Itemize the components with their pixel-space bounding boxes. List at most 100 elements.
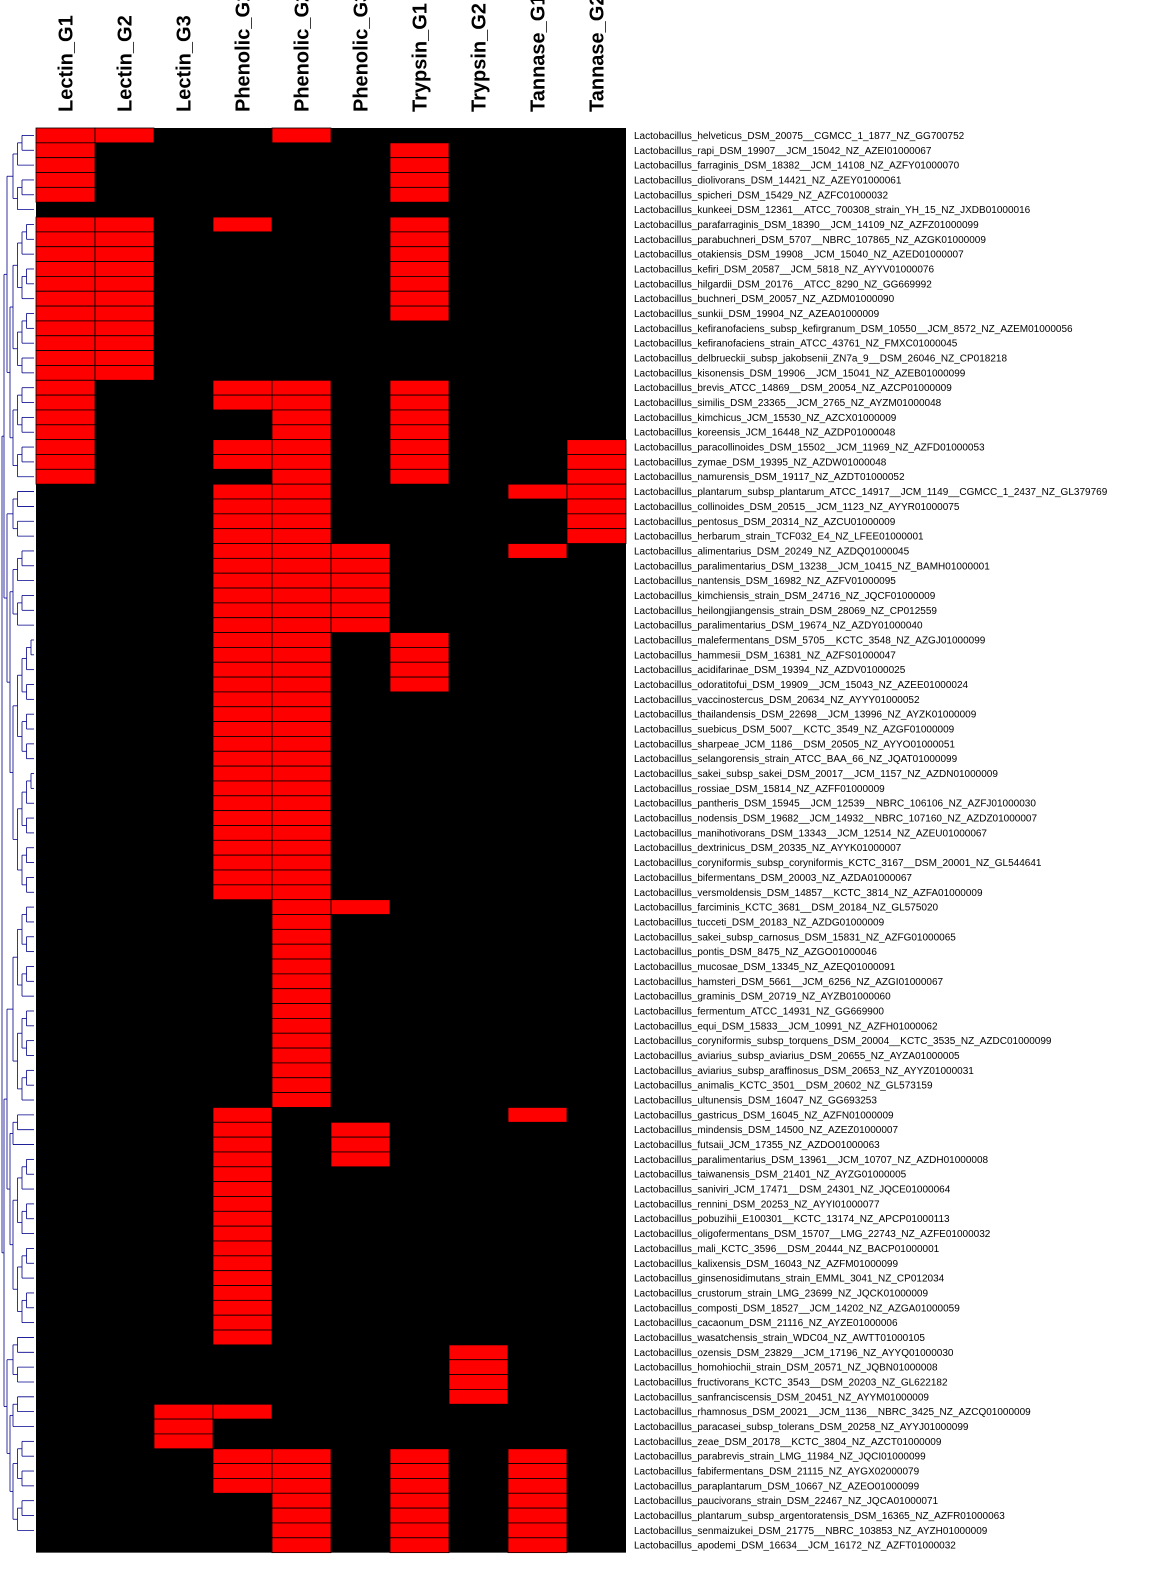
- heatmap-cell: [389, 246, 450, 262]
- row-label: Lactobacillus_kefiranofaciens_strain_ATC…: [634, 339, 958, 350]
- heatmap-cell: [389, 1448, 450, 1465]
- row-label: Lactobacillus_zymae_DSM_19395_NZ_AZDW010…: [634, 457, 887, 468]
- heatmap-cell: [271, 468, 332, 485]
- heatmap-cell: [94, 216, 155, 233]
- heatmap-cell: [271, 1018, 332, 1034]
- heatmap-cell: [389, 305, 450, 322]
- row-label: Lactobacillus_sakei_subsp_carnosus_DSM_1…: [634, 932, 956, 943]
- heatmap-cell: [35, 379, 96, 396]
- row-label: Lactobacillus_acidifarinae_DSM_19394_NZ_…: [634, 665, 906, 676]
- heatmap-cell: [271, 587, 332, 604]
- heatmap-matrix: [35, 127, 627, 1554]
- heatmap-cell: [212, 1299, 273, 1316]
- heatmap-cell: [35, 172, 96, 188]
- heatmap-cell: [271, 943, 332, 960]
- heatmap-cell: [35, 290, 96, 307]
- heatmap-cell: [212, 557, 273, 574]
- column-label: Trypsin_G1: [410, 3, 432, 112]
- heatmap-cell: [212, 706, 273, 723]
- heatmap-cell: [94, 290, 155, 307]
- heatmap-cell: [271, 839, 332, 856]
- heatmap-cell: [271, 572, 332, 589]
- column-label: Trypsin_G2: [469, 3, 491, 112]
- row-label: Lactobacillus_paralimentarius_DSM_13238_…: [634, 561, 990, 572]
- heatmap-cell: [271, 483, 332, 500]
- heatmap-cell: [271, 647, 332, 663]
- heatmap-cell: [330, 557, 391, 574]
- row-label: Lactobacillus_dextrinicus_DSM_20335_NZ_A…: [634, 843, 902, 854]
- heatmap-cell: [389, 1492, 450, 1509]
- heatmap-cell: [271, 439, 332, 455]
- heatmap-cell: [94, 246, 155, 262]
- row-label: Lactobacillus_taiwanensis_DSM_21401_NZ_A…: [634, 1170, 907, 1181]
- heatmap-cell: [271, 884, 332, 901]
- heatmap-cell: [35, 142, 96, 159]
- heatmap-cell: [212, 839, 273, 856]
- row-label: Lactobacillus_rennini_DSM_20253_NZ_AYYI0…: [634, 1199, 880, 1210]
- row-label: Lactobacillus_rhamnosus_DSM_20021__JCM_1…: [634, 1407, 1031, 1418]
- row-label: Lactobacillus_pantheris_DSM_15945__JCM_1…: [634, 799, 1036, 810]
- heatmap-cell: [389, 424, 450, 441]
- row-label: Lactobacillus_wasatchensis_strain_WDC04_…: [634, 1333, 925, 1344]
- heatmap-cell: [507, 1522, 568, 1539]
- heatmap-cell: [389, 1522, 450, 1539]
- heatmap-cell: [271, 1537, 332, 1554]
- heatmap-cell: [212, 528, 273, 544]
- heatmap-cell: [212, 1448, 273, 1465]
- heatmap-cell: [35, 350, 96, 366]
- heatmap-cell: [212, 1329, 273, 1346]
- heatmap-cell: [94, 335, 155, 352]
- heatmap-cell: [212, 1240, 273, 1257]
- row-label: Lactobacillus_heilongjiangensis_strain_D…: [634, 606, 937, 617]
- heatmap-cell: [389, 1507, 450, 1524]
- column-label: Lectin_G2: [115, 15, 137, 112]
- heatmap-cell: [271, 765, 332, 782]
- row-label: Lactobacillus_kisonensis_DSM_19906__JCM_…: [634, 368, 966, 379]
- heatmap-cell: [507, 543, 568, 559]
- row-label: Lactobacillus_spicheri_DSM_15429_NZ_AZFC…: [634, 190, 888, 201]
- row-label: Lactobacillus_helveticus_DSM_20075__CGMC…: [634, 131, 965, 142]
- heatmap-cell: [35, 216, 96, 233]
- row-label: Lactobacillus_malefermentans_DSM_5705__K…: [634, 635, 986, 646]
- heatmap-cell: [271, 513, 332, 530]
- heatmap-cell: [94, 127, 155, 144]
- heatmap-cell: [389, 157, 450, 173]
- heatmap-cell: [271, 854, 332, 871]
- row-label: Lactobacillus_sanfranciscensis_DSM_20451…: [634, 1392, 929, 1403]
- row-label: Lactobacillus_plantarum_subsp_argentorat…: [634, 1511, 1005, 1522]
- heatmap-cell: [212, 1403, 273, 1420]
- heatmap-cell: [271, 394, 332, 411]
- heatmap-cell: [212, 854, 273, 871]
- heatmap-cell: [35, 157, 96, 173]
- heatmap-cell: [271, 736, 332, 752]
- heatmap-cell: [35, 231, 96, 248]
- heatmap-cell: [271, 127, 332, 144]
- row-label: Lactobacillus_parabrevis_strain_LMG_1198…: [634, 1452, 926, 1463]
- heatmap-cell: [212, 617, 273, 633]
- row-label: Lactobacillus_paucivorans_strain_DSM_224…: [634, 1496, 939, 1507]
- row-label: Lactobacillus_sunkii_DSM_19904_NZ_AZEA01…: [634, 309, 880, 320]
- heatmap-cell: [271, 1463, 332, 1479]
- heatmap-cell: [35, 454, 96, 470]
- heatmap-cell: [212, 1478, 273, 1494]
- heatmap-cell: [271, 691, 332, 708]
- row-label: Lactobacillus_rapi_DSM_19907__JCM_15042_…: [634, 146, 932, 157]
- row-label: Lactobacillus_similis_DSM_23365__JCM_276…: [634, 398, 942, 409]
- heatmap-cell: [271, 379, 332, 396]
- heatmap-cell: [35, 320, 96, 337]
- heatmap-cell: [271, 1448, 332, 1465]
- heatmap-cell: [507, 1463, 568, 1479]
- heatmap-cell: [212, 1270, 273, 1286]
- heatmap-cell: [212, 1107, 273, 1123]
- heatmap-cell: [389, 1537, 450, 1554]
- heatmap-cell: [212, 825, 273, 841]
- heatmap-cell: [389, 142, 450, 159]
- heatmap-cell: [330, 617, 391, 633]
- heatmap-cell: [507, 1478, 568, 1494]
- heatmap-cell: [330, 1121, 391, 1138]
- heatmap-cell: [212, 1151, 273, 1168]
- row-label: Lactobacillus_alimentarius_DSM_20249_NZ_…: [634, 546, 910, 557]
- row-label: Lactobacillus_bifermentans_DSM_20003_NZ_…: [634, 873, 912, 884]
- row-label: Lactobacillus_kefiranofaciens_subsp_kefi…: [634, 324, 1073, 335]
